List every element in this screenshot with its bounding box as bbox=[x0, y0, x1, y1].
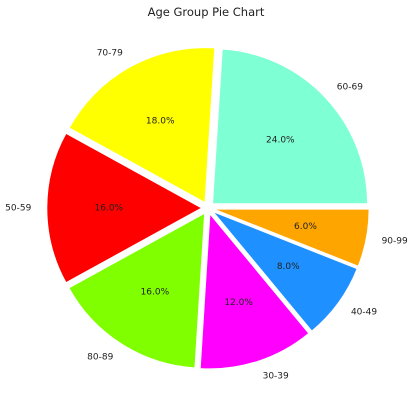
pct-label-60-69: 24.0% bbox=[266, 136, 295, 146]
pie-slice-80-89 bbox=[68, 212, 206, 369]
pie-slice-40-49 bbox=[212, 211, 358, 332]
pie-labels: 24.0% 60-69 18.0% 70-79 16.0% 50-59 16.0% 80-89… bbox=[5, 49, 408, 382]
category-label-50-59: 50-59 bbox=[5, 204, 31, 214]
pct-label-30-39: 12.0% bbox=[224, 298, 253, 308]
pie-slices bbox=[46, 47, 370, 370]
pie-slice-60-69 bbox=[211, 48, 369, 205]
category-label-80-89: 80-89 bbox=[87, 353, 113, 363]
category-label-70-79: 70-79 bbox=[97, 49, 123, 59]
category-label-60-69: 60-69 bbox=[337, 83, 363, 93]
chart-title: Age Group Pie Chart bbox=[148, 5, 265, 19]
category-label-30-39: 30-39 bbox=[263, 372, 289, 382]
pct-label-50-59: 16.0% bbox=[95, 204, 124, 214]
pie-slice-50-59 bbox=[46, 132, 203, 284]
category-label-40-49: 40-49 bbox=[351, 307, 377, 317]
pct-label-40-49: 8.0% bbox=[277, 262, 300, 272]
pie-slice-70-79 bbox=[68, 47, 216, 204]
pie-slice-30-39 bbox=[199, 212, 310, 370]
pie-slice-90-99 bbox=[213, 208, 370, 267]
pct-label-90-99: 6.0% bbox=[294, 222, 317, 232]
pct-label-80-89: 16.0% bbox=[141, 287, 170, 297]
category-label-90-99: 90-99 bbox=[382, 237, 408, 247]
pct-label-70-79: 18.0% bbox=[146, 117, 175, 127]
